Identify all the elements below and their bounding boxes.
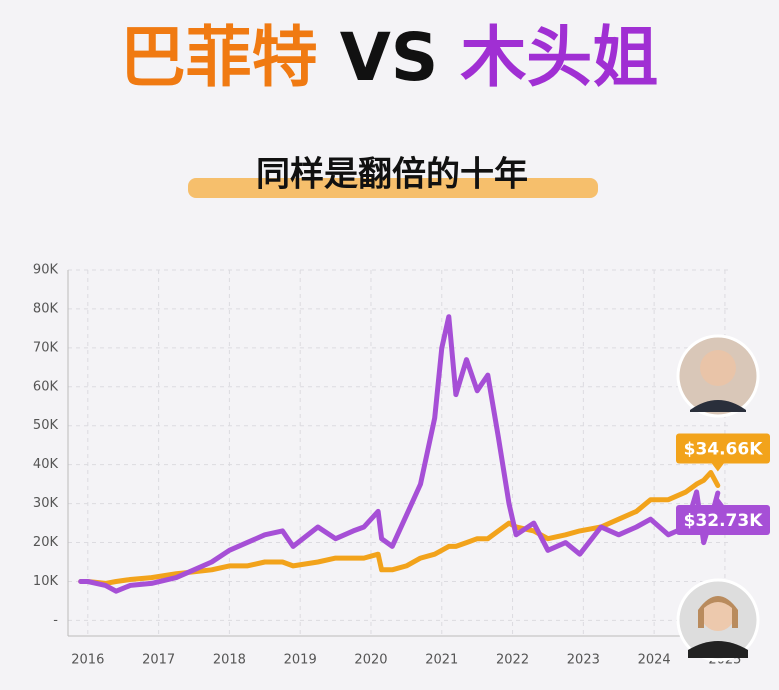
y-tick-label: 70K [33, 340, 59, 355]
value-label-pointer [711, 496, 724, 505]
value-label-group: $32.73K [676, 496, 770, 535]
y-tick-label: 40K [33, 457, 59, 472]
value-label-box [676, 504, 770, 535]
y-tick-label: 50K [33, 418, 59, 433]
value-label: $34.66K [684, 439, 764, 459]
x-tick-label: 2020 [354, 653, 387, 668]
chart-title: 巴菲特 VS 木头姐 [120, 19, 659, 96]
x-tick-label: 2022 [496, 653, 529, 668]
series-line [78, 470, 721, 586]
x-tick-label: 2018 [213, 653, 246, 668]
series-line [78, 314, 721, 594]
buffett-photo [676, 334, 760, 418]
y-tick-label: 90K [33, 263, 59, 278]
x-tick-label: 2016 [71, 653, 104, 668]
chart-subtitle: 同样是翻倍的十年 [256, 155, 528, 195]
highlight-brush [188, 178, 598, 198]
value-label-pointer [711, 463, 724, 472]
x-tick-label: 2017 [142, 653, 175, 668]
value-label-group: $34.66K [676, 433, 770, 472]
x-tick-label: 2019 [284, 653, 317, 668]
y-tick-label: 60K [33, 379, 59, 394]
x-tick-label: 2024 [638, 653, 671, 668]
x-tick-label: 2021 [425, 653, 458, 668]
title-part: VS [340, 19, 439, 96]
value-label: $32.73K [684, 511, 764, 531]
y-tick-label: 20K [33, 535, 59, 550]
title-part: 巴菲特 [120, 19, 318, 96]
value-label-box [676, 433, 770, 464]
y-tick-label: 30K [33, 496, 59, 511]
y-tick-label: - [53, 613, 58, 628]
wood-photo [676, 578, 760, 662]
x-tick-label: 2023 [567, 653, 600, 668]
y-tick-label: 80K [33, 301, 59, 316]
title-part: 木头姐 [460, 19, 658, 96]
y-tick-label: 10K [33, 574, 59, 589]
